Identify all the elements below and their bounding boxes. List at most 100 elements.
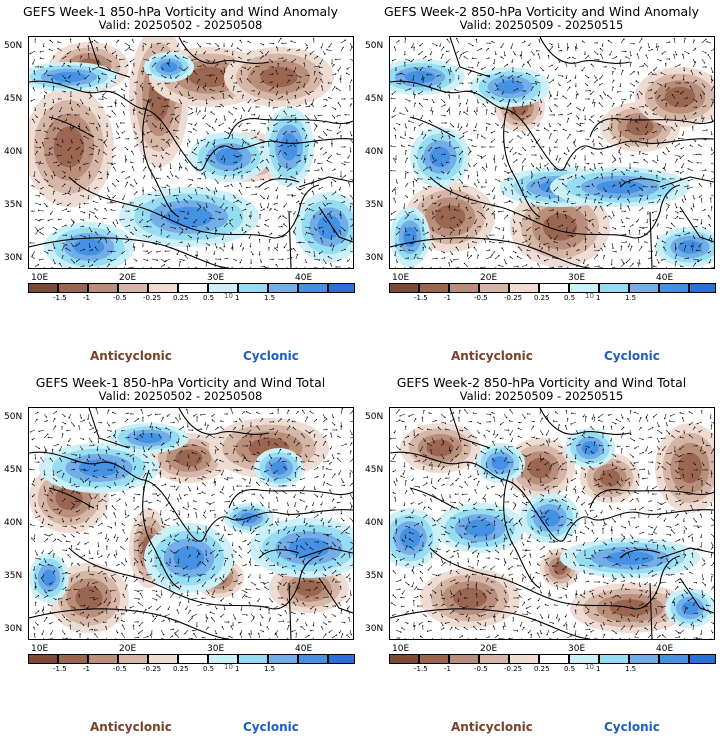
wind-vector-head xyxy=(323,457,325,459)
wind-vector xyxy=(277,166,281,172)
wind-vector-head xyxy=(570,176,573,178)
wind-vector xyxy=(219,247,225,252)
wind-vector-head xyxy=(286,93,288,95)
wind-vector-head xyxy=(352,410,353,412)
wind-vector xyxy=(638,65,644,68)
wind-vector-head xyxy=(271,81,273,83)
wind-vector xyxy=(88,90,92,96)
wind-vector xyxy=(349,238,352,244)
wind-vector-head xyxy=(516,127,518,129)
wind-vector-head xyxy=(623,225,626,228)
wind-vector-head xyxy=(399,73,401,75)
wind-vector xyxy=(707,54,712,60)
wind-vector-head xyxy=(36,418,38,421)
wind-vector-head xyxy=(254,100,256,102)
wind-vector xyxy=(221,154,225,160)
wind-vector-head xyxy=(676,125,678,127)
wind-vector-head xyxy=(109,435,111,438)
wind-vector-head xyxy=(108,263,111,265)
wind-vector-head xyxy=(675,260,677,263)
wind-vector-head xyxy=(521,182,523,185)
wind-vector xyxy=(429,266,433,268)
wind-vector xyxy=(611,266,617,268)
wind-vector-head xyxy=(326,99,328,101)
wind-vector-head xyxy=(668,58,671,60)
wind-vector xyxy=(449,122,454,127)
wind-vector-head xyxy=(453,229,455,232)
wind-vector-head xyxy=(298,154,300,157)
wind-vector xyxy=(196,42,201,48)
wind-vector-head xyxy=(662,167,664,169)
wind-vector-head xyxy=(439,45,441,47)
wind-vector-head xyxy=(313,215,315,217)
wind-vector-head xyxy=(512,231,514,233)
wind-vector xyxy=(671,127,676,132)
wind-vector-head xyxy=(218,124,220,127)
wind-vector-head xyxy=(268,441,270,443)
wind-vector-head xyxy=(339,230,341,232)
wind-vector-head xyxy=(607,128,609,130)
colorbar-tick-label: 0.5 xyxy=(564,294,576,302)
wind-vector-head xyxy=(650,89,653,91)
wind-vector xyxy=(590,90,595,95)
wind-vector-head xyxy=(572,230,575,232)
wind-vector xyxy=(413,181,415,188)
wind-vector xyxy=(178,261,181,268)
wind-vector xyxy=(331,86,336,92)
wind-vector-head xyxy=(538,39,540,41)
coastline xyxy=(48,116,95,138)
wind-vector-head xyxy=(179,261,181,263)
wind-vector-head xyxy=(480,48,482,50)
wind-vector-head xyxy=(464,169,466,171)
wind-vector-head xyxy=(351,433,353,436)
wind-vector-head xyxy=(126,418,129,421)
wind-vector-head xyxy=(247,53,249,55)
wind-vector-head xyxy=(598,202,600,204)
wind-vector-head xyxy=(393,46,396,48)
wind-vector-head xyxy=(186,465,188,467)
wind-vector-head xyxy=(182,435,184,437)
wind-vector-head xyxy=(406,110,409,112)
wind-vector-head xyxy=(540,101,543,103)
wind-vector xyxy=(52,258,56,264)
wind-vector-head xyxy=(236,445,238,447)
wind-vector xyxy=(643,226,649,229)
wind-vector xyxy=(521,111,525,116)
wind-vector-head xyxy=(509,141,511,143)
wind-vector-head xyxy=(526,229,528,232)
wind-vector-head xyxy=(272,258,274,261)
wind-vector-head xyxy=(510,47,512,49)
wind-vector-head xyxy=(40,457,42,459)
wind-vector xyxy=(268,42,274,44)
wind-vector xyxy=(114,461,117,468)
wind-vector-head xyxy=(595,77,597,79)
wind-vector xyxy=(445,90,451,93)
wind-vector-head xyxy=(165,82,167,85)
wind-vector-head xyxy=(581,175,583,177)
wind-vector-head xyxy=(486,102,489,104)
wind-vector-head xyxy=(662,187,664,190)
wind-vector xyxy=(692,62,696,68)
wind-vector-head xyxy=(579,206,581,209)
wind-vector xyxy=(30,50,36,54)
wind-vector xyxy=(340,39,346,44)
wind-vector xyxy=(644,63,649,68)
wind-vector-head xyxy=(505,263,507,265)
wind-vector xyxy=(52,86,54,92)
wind-vector-head xyxy=(506,214,509,217)
wind-vector-head xyxy=(575,166,577,168)
wind-vector-head xyxy=(198,435,200,437)
wind-vector xyxy=(673,38,676,44)
wind-vector xyxy=(535,226,541,230)
wind-vector-head xyxy=(559,61,561,63)
colorbar-swatch xyxy=(328,283,355,293)
wind-vector xyxy=(247,78,252,84)
wind-vector xyxy=(160,449,162,455)
wind-vector-head xyxy=(201,450,203,452)
wind-vector xyxy=(566,80,571,84)
wind-vector-head xyxy=(237,461,239,463)
wind-vector xyxy=(277,38,282,44)
longitude-label: 10E xyxy=(392,273,410,283)
wind-vector xyxy=(562,95,568,100)
wind-vector xyxy=(536,194,541,198)
